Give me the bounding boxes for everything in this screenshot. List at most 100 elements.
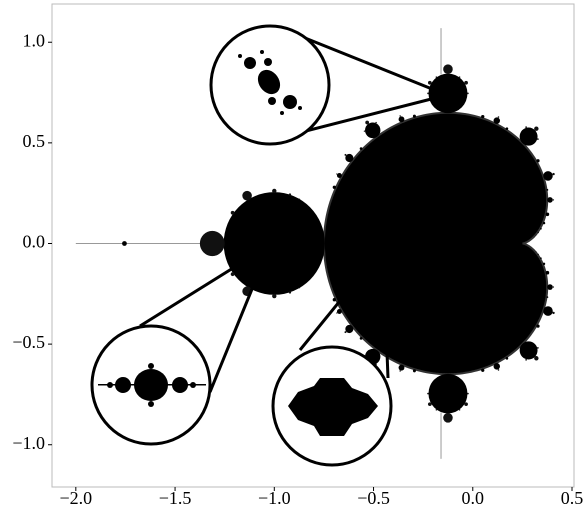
insets: [90, 24, 448, 467]
fractal-bulb: [505, 357, 509, 360]
fractal-bulb: [535, 234, 537, 236]
plot-frame: [51, 3, 575, 488]
inset-pointer: [381, 247, 390, 379]
fractal-bulb: [552, 172, 555, 176]
fractal-bulb: [443, 64, 453, 75]
fractal-bulb: [458, 76, 461, 78]
fractal-bulb: [288, 193, 292, 196]
fractal-bulb: [467, 92, 469, 95]
fractal-bulb: [332, 185, 336, 189]
fractal-bulb: [545, 212, 550, 217]
fractal-bulb: [546, 188, 549, 191]
fractal-bulb: [536, 159, 540, 163]
fractal-bulb: [481, 115, 485, 119]
fractal-bulb: [546, 296, 549, 299]
fractal-bulb: [519, 341, 538, 360]
fractal-bulb: [399, 115, 401, 117]
fractal-bulb: [464, 402, 468, 407]
fractal-bulb: [427, 392, 429, 395]
inset-shape: [238, 50, 302, 115]
x-tick-label: −1.0: [258, 488, 291, 508]
fractal-bulb: [552, 311, 555, 315]
fractal-bulb: [525, 358, 527, 361]
fractal-bulb: [552, 199, 555, 201]
fractal-bulb: [298, 286, 301, 289]
y-tick-label: 1.0: [23, 30, 46, 50]
fractal-bulb: [543, 306, 553, 316]
axes: −2.0 −1.5 −1.0 −0.5 0.0 0.5 −1.0 −0.5 0.0 0.5 1.0: [12, 30, 583, 508]
fractal-bulb: [336, 308, 342, 314]
fractal-bulb: [533, 236, 535, 238]
fractal-bulb: [336, 173, 338, 175]
fractal-bulb: [493, 363, 501, 370]
fractal-bulb: [497, 369, 500, 371]
fractal-bulb: [435, 76, 438, 78]
y-tick-label: 0.0: [23, 232, 46, 252]
fractal-bulb: [547, 284, 553, 290]
y-tick-label: 0.5: [23, 131, 46, 151]
fractal-bulb: [365, 122, 381, 139]
fractal-bulb: [540, 257, 542, 260]
fractal-bulb: [435, 409, 438, 411]
fractal-bulb: [547, 197, 553, 203]
inset-shape: [288, 378, 378, 436]
fractal: [75, 28, 555, 459]
fractal-bulb: [493, 117, 501, 124]
fractal-bulb: [536, 324, 540, 328]
fractal-bulb: [242, 190, 252, 201]
fractal-bulb: [427, 92, 429, 95]
inset-pointer: [208, 244, 272, 393]
inset-pointer: [304, 36, 448, 97]
fractal-bulb: [365, 120, 370, 125]
fractal-bulb: [428, 373, 468, 414]
fractal-bulb: [497, 116, 500, 118]
fractal-bulb: [272, 188, 277, 194]
x-tick-label: −0.5: [357, 488, 390, 508]
fractal-bulb: [298, 198, 301, 201]
fractal-bulb: [537, 138, 539, 140]
fractal-bulb: [543, 171, 553, 181]
fractal-bulb: [359, 147, 363, 151]
fractal-bulb: [542, 262, 546, 266]
fractal-bulb: [537, 347, 539, 349]
fractal-bulb: [122, 241, 127, 246]
fractal-bulb: [288, 291, 292, 294]
fractal-bulb: [427, 80, 432, 85]
fractal-bulb: [519, 127, 538, 146]
x-tick-label: 0.0: [462, 488, 485, 508]
fractal-bulb: [505, 127, 509, 130]
fractal-bulb: [230, 272, 235, 277]
inset-pointer: [298, 247, 385, 351]
fractal-bulb: [464, 80, 468, 85]
fractal-bulb: [399, 370, 401, 372]
fractal-bulb: [458, 409, 461, 411]
fractal-bulb: [223, 192, 325, 295]
inset-pointer: [139, 243, 271, 328]
fractal-bulb: [359, 336, 363, 340]
fractal-bulb: [230, 210, 235, 215]
inset-shape: [98, 363, 206, 407]
fractal-bulb: [344, 153, 347, 156]
fractal-bulb: [525, 126, 527, 129]
x-tick-label: −1.5: [159, 488, 192, 508]
fractal-bulb: [428, 73, 468, 114]
fractal-bulb: [345, 153, 354, 163]
fractal-bulb: [533, 249, 535, 251]
x-tick-label: 0.5: [561, 488, 584, 508]
fractal-bulb: [336, 173, 342, 179]
fractal-bulb: [412, 114, 416, 118]
fractal-bulb: [272, 293, 277, 299]
fractal-bulb: [534, 356, 539, 361]
fractal-bulb: [540, 227, 542, 230]
fractal-bulb: [398, 116, 405, 123]
fractal-bulb: [443, 412, 453, 423]
fractal-bulb: [336, 312, 338, 314]
fractal-bulb: [537, 231, 539, 234]
fractal-bulb: [375, 121, 377, 124]
x-tick-label: −2.0: [59, 488, 92, 508]
fractal-bulb: [427, 402, 432, 407]
y-tick-label: −1.0: [12, 433, 45, 453]
fractal-bulb: [345, 324, 354, 334]
fractal-bulb: [398, 364, 405, 371]
